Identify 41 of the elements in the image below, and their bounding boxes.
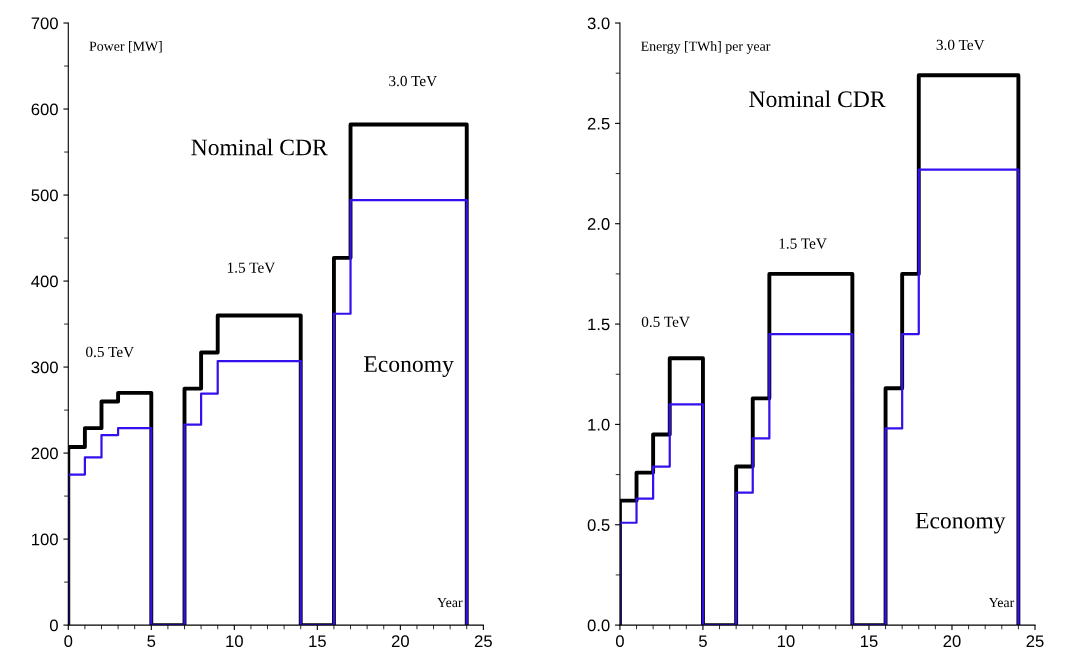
x-tick-label: 25 — [1026, 635, 1044, 648]
y-tick-label: 100 — [32, 533, 58, 546]
series-label: Economy — [364, 356, 454, 377]
annotation: 0.5 TeV — [86, 346, 134, 358]
annotation: 3.0 TeV — [389, 75, 437, 87]
y-tick-label: 700 — [31, 17, 58, 30]
y-tick-label: 1.0 — [588, 418, 610, 431]
y-tick-label: 2.5 — [587, 117, 610, 130]
y-tick-label: 500 — [31, 189, 58, 202]
x-tick-label: 20 — [391, 635, 409, 648]
x-tick-label: 10 — [226, 635, 243, 648]
y-tick-label: 2.0 — [587, 218, 610, 230]
annotation: 1.5 TeV — [779, 238, 827, 249]
x-tick-label: 15 — [309, 635, 326, 648]
y-tick-label: 3.0 — [587, 17, 610, 30]
y-axis-title: Energy [TWh] per year — [641, 41, 771, 54]
y-tick-label: 600 — [31, 103, 58, 116]
x-tick-label: 25 — [474, 635, 492, 648]
series-label: Economy — [915, 512, 1006, 534]
y-tick-label: 400 — [31, 275, 58, 288]
y-tick-label: 0.5 — [587, 519, 610, 531]
x-tick-label: 5 — [147, 635, 156, 648]
y-tick-label: 300 — [31, 361, 58, 374]
x-tick-label: 10 — [777, 635, 795, 648]
x-axis-title: Year — [988, 598, 1015, 608]
y-tick-label: 200 — [31, 447, 58, 460]
series-label: Nominal CDR — [749, 90, 886, 108]
annotation: 3.0 TeV — [936, 39, 985, 51]
annotation: 1.5 TeV — [227, 262, 276, 273]
series-label: Nominal CDR — [191, 138, 328, 156]
y-tick-label: 0 — [49, 619, 58, 632]
x-tick-label: 20 — [943, 635, 961, 648]
annotation: 0.5 TeV — [641, 316, 690, 328]
y-axis-title: Power [MW] — [89, 41, 162, 53]
x-axis-title: Year — [437, 598, 463, 608]
x-tick-label: 15 — [860, 635, 878, 648]
x-tick-label: 0 — [615, 635, 624, 648]
x-tick-label: 0 — [64, 635, 73, 648]
y-tick-label: 1.5 — [588, 318, 610, 331]
x-tick-label: 5 — [698, 635, 707, 648]
y-tick-label: 0.0 — [587, 619, 610, 632]
